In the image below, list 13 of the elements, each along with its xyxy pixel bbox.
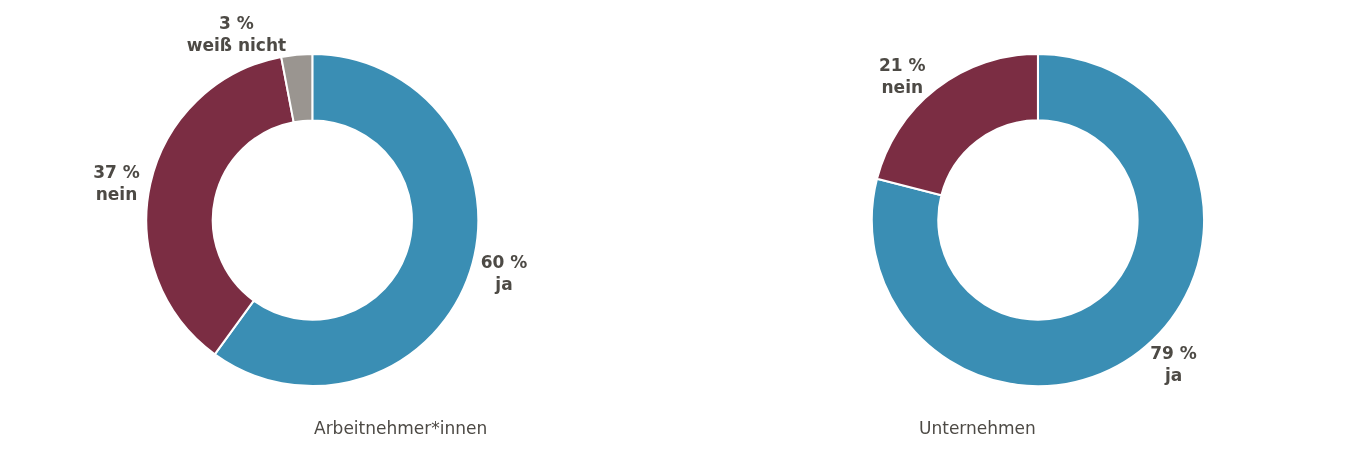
data-label: 79 %	[1150, 343, 1197, 364]
data-label: 60 %	[480, 252, 528, 273]
slice-label: nein	[881, 76, 924, 97]
slice-label: ja	[494, 274, 513, 295]
donut-slice	[870, 52, 1205, 388]
data-label: 37 %	[93, 161, 140, 182]
data-label: 3 %	[219, 12, 254, 33]
slice-label: ja	[1163, 365, 1183, 386]
text: Unternehmen	[919, 418, 1036, 438]
slice-label: weiß nicht	[186, 34, 287, 55]
data-label: 21 %	[878, 54, 926, 75]
slice-label: nein	[95, 183, 138, 204]
text: Arbeitnehmer*innen	[314, 418, 488, 438]
